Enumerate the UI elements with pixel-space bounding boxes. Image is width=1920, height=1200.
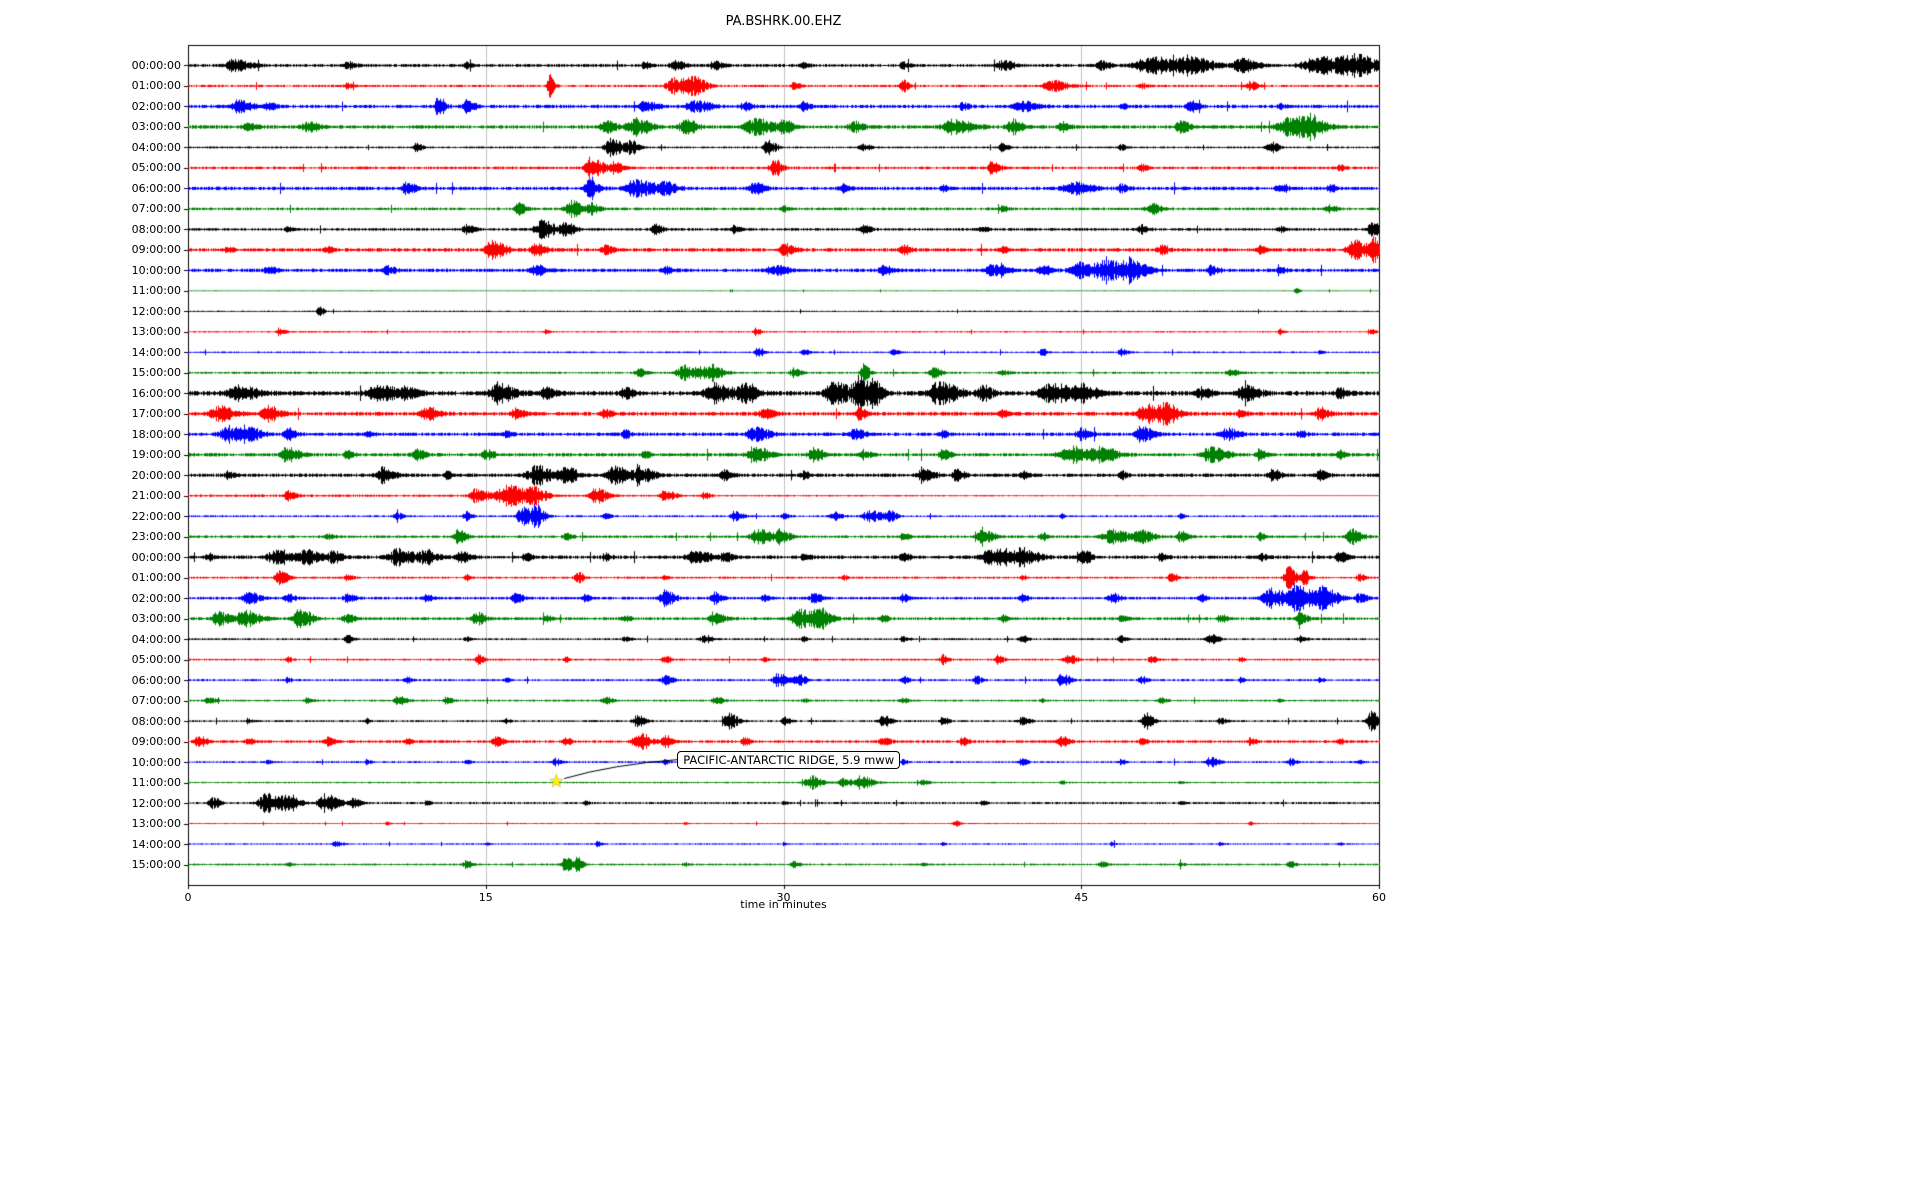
- x-tick-label: 0: [184, 891, 192, 904]
- y-tick-label: 09:00:00: [131, 735, 181, 749]
- y-tick-label: 12:00:00: [131, 796, 181, 810]
- y-tick-label: 04:00:00: [131, 140, 181, 154]
- y-tick-label: 13:00:00: [131, 817, 181, 831]
- y-tick-label: 03:00:00: [131, 612, 181, 626]
- y-tick-label: 05:00:00: [131, 653, 181, 667]
- event-marker-star: ★: [548, 770, 565, 792]
- y-tick-label: 00:00:00: [131, 58, 181, 72]
- y-tick-label: 13:00:00: [131, 325, 181, 339]
- y-tick-label: 17:00:00: [131, 407, 181, 421]
- y-tick-label: 15:00:00: [131, 366, 181, 380]
- y-tick-label: 22:00:00: [131, 509, 181, 523]
- y-tick-label: 00:00:00: [131, 550, 181, 564]
- y-tick-label: 03:00:00: [131, 120, 181, 134]
- y-tick-label: 20:00:00: [131, 468, 181, 482]
- y-tick-label: 06:00:00: [131, 673, 181, 687]
- y-tick-label: 08:00:00: [131, 714, 181, 728]
- y-tick-label: 09:00:00: [131, 243, 181, 257]
- y-tick-label: 19:00:00: [131, 448, 181, 462]
- y-tick-label: 21:00:00: [131, 489, 181, 503]
- x-tick-label: 30: [776, 891, 791, 904]
- x-tick-label: 15: [478, 891, 493, 904]
- y-tick-label: 11:00:00: [131, 284, 181, 298]
- event-annotation-label: PACIFIC-ANTARCTIC RIDGE, 5.9 mww: [677, 750, 901, 769]
- y-tick-label: 06:00:00: [131, 181, 181, 195]
- y-tick-label: 07:00:00: [131, 694, 181, 708]
- y-tick-label: 23:00:00: [131, 530, 181, 544]
- y-tick-label: 12:00:00: [131, 304, 181, 318]
- y-tick-label: 01:00:00: [131, 79, 181, 93]
- y-tick-label: 10:00:00: [131, 755, 181, 769]
- y-tick-label: 14:00:00: [131, 345, 181, 359]
- y-tick-label: 15:00:00: [131, 858, 181, 871]
- x-axis-title: time in minutes: [740, 898, 827, 911]
- y-tick-label: 05:00:00: [131, 161, 181, 175]
- x-tick-label: 45: [1074, 891, 1089, 904]
- y-tick-label: 01:00:00: [131, 571, 181, 585]
- y-tick-label: 14:00:00: [131, 837, 181, 851]
- y-tick-label: 16:00:00: [131, 386, 181, 400]
- y-tick-label: 08:00:00: [131, 222, 181, 236]
- y-tick-label: 02:00:00: [131, 99, 181, 113]
- y-tick-label: 11:00:00: [131, 776, 181, 790]
- x-tick-label: 60: [1372, 891, 1386, 904]
- y-tick-label: 18:00:00: [131, 427, 181, 441]
- y-tick-label: 04:00:00: [131, 632, 181, 646]
- y-tick-label: 07:00:00: [131, 202, 181, 216]
- y-tick-label: 10:00:00: [131, 263, 181, 277]
- y-tick-label: 02:00:00: [131, 591, 181, 605]
